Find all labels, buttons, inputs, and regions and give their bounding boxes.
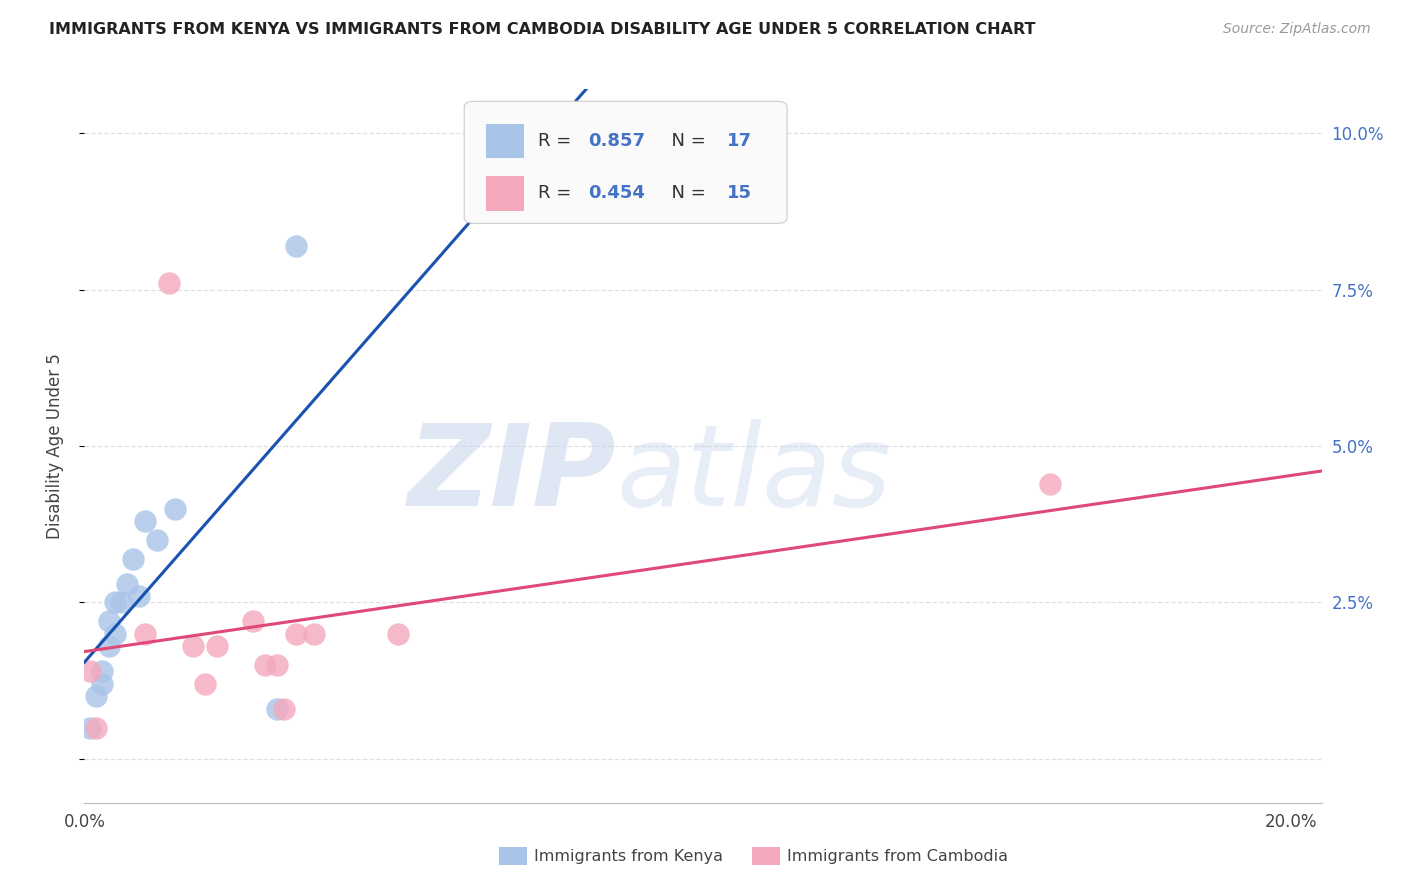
Point [86,690,108,704]
Point [134,627,156,641]
Point [110,595,132,609]
Point [79,721,101,735]
Text: N =: N = [659,132,711,150]
Point [194,677,217,691]
Point [284,238,307,252]
Point [266,702,288,716]
Text: 15: 15 [727,185,752,202]
Point [134,514,156,528]
Bar [486,177,523,211]
Text: ZIP: ZIP [408,419,616,530]
Text: Source: ZipAtlas.com: Source: ZipAtlas.com [1223,22,1371,37]
Point [273,702,295,716]
FancyBboxPatch shape [464,102,787,223]
Text: 17: 17 [727,132,752,150]
Point [91,677,114,691]
Point [302,627,325,641]
Text: N =: N = [659,185,711,202]
Text: atlas: atlas [616,419,891,530]
Text: R =: R = [538,132,578,150]
Point [97,614,120,628]
Point [115,576,138,591]
Point [284,627,307,641]
Text: IMMIGRANTS FROM KENYA VS IMMIGRANTS FROM CAMBODIA DISABILITY AGE UNDER 5 CORRELA: IMMIGRANTS FROM KENYA VS IMMIGRANTS FROM… [49,22,1036,37]
Text: Immigrants from Kenya: Immigrants from Kenya [534,849,723,863]
Point [79,665,101,679]
Point [103,595,125,609]
Text: 0.857: 0.857 [588,132,645,150]
Point [163,501,186,516]
Point [242,614,264,628]
Bar [486,124,523,159]
Point [121,551,143,566]
Text: 0.454: 0.454 [588,185,645,202]
Point [128,589,150,603]
Point [1039,476,1062,491]
Text: Immigrants from Cambodia: Immigrants from Cambodia [787,849,1008,863]
Point [97,640,120,654]
Point [254,658,277,673]
Point [91,665,114,679]
Point [387,627,409,641]
Point [146,533,169,547]
Point [103,627,125,641]
Point [181,640,204,654]
Y-axis label: Disability Age Under 5: Disability Age Under 5 [45,353,63,539]
Point [266,658,288,673]
Point [205,640,228,654]
Text: R =: R = [538,185,578,202]
Point [86,721,108,735]
Point [157,277,180,291]
